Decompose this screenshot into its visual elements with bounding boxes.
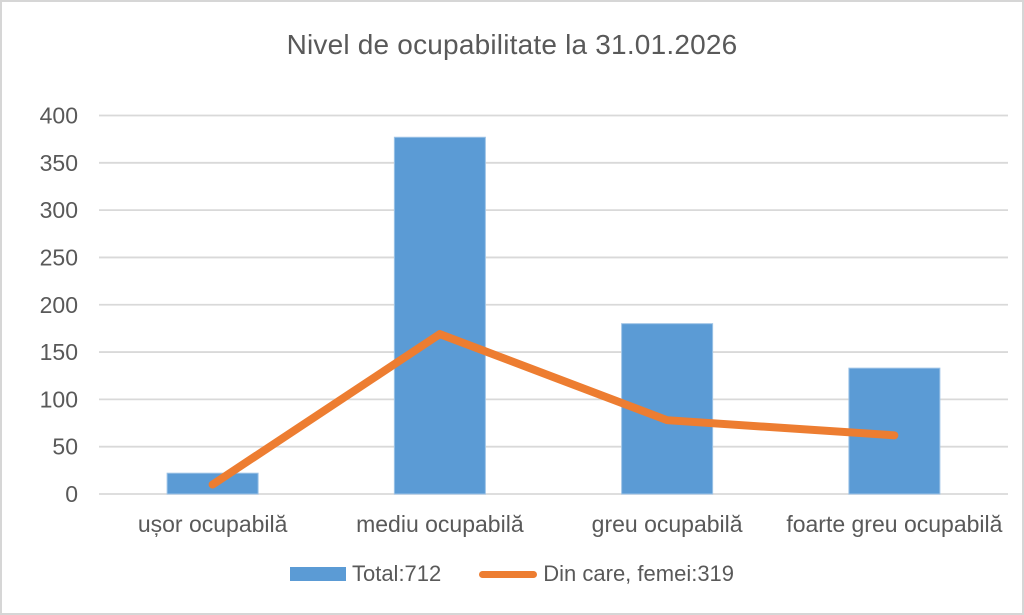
legend: Total:712 Din care, femei:319 xyxy=(2,561,1022,587)
legend-line-swatch xyxy=(479,570,538,578)
line-series xyxy=(208,330,899,489)
y-tick-label: 150 xyxy=(40,339,78,365)
x-category-label: greu ocupabilă xyxy=(592,511,743,537)
chart-title: Nivel de ocupabilitate la 31.01.2026 xyxy=(286,29,738,60)
legend-item-total: Total:712 xyxy=(289,561,442,587)
x-category-label: foarte greu ocupabilă xyxy=(786,511,1002,537)
legend-label-total: Total:712 xyxy=(351,561,442,586)
y-tick-label: 0 xyxy=(65,481,78,507)
bar-1 xyxy=(393,136,486,495)
x-category-label: mediu ocupabilă xyxy=(356,511,524,537)
legend-label-femei: Din care, femei:319 xyxy=(543,561,735,586)
y-tick-label: 300 xyxy=(40,197,78,223)
y-tick-label: 250 xyxy=(40,244,78,270)
y-tick-label: 350 xyxy=(40,150,78,176)
legend-bar-swatch xyxy=(289,567,346,581)
y-tick-label: 200 xyxy=(40,292,78,318)
y-tick-label: 100 xyxy=(40,386,78,412)
y-tick-label: 400 xyxy=(40,103,78,129)
y-tick-label: 50 xyxy=(52,434,78,460)
legend-item-femei: Din care, femei:319 xyxy=(479,561,734,587)
x-category-label: ușor ocupabilă xyxy=(138,511,288,537)
